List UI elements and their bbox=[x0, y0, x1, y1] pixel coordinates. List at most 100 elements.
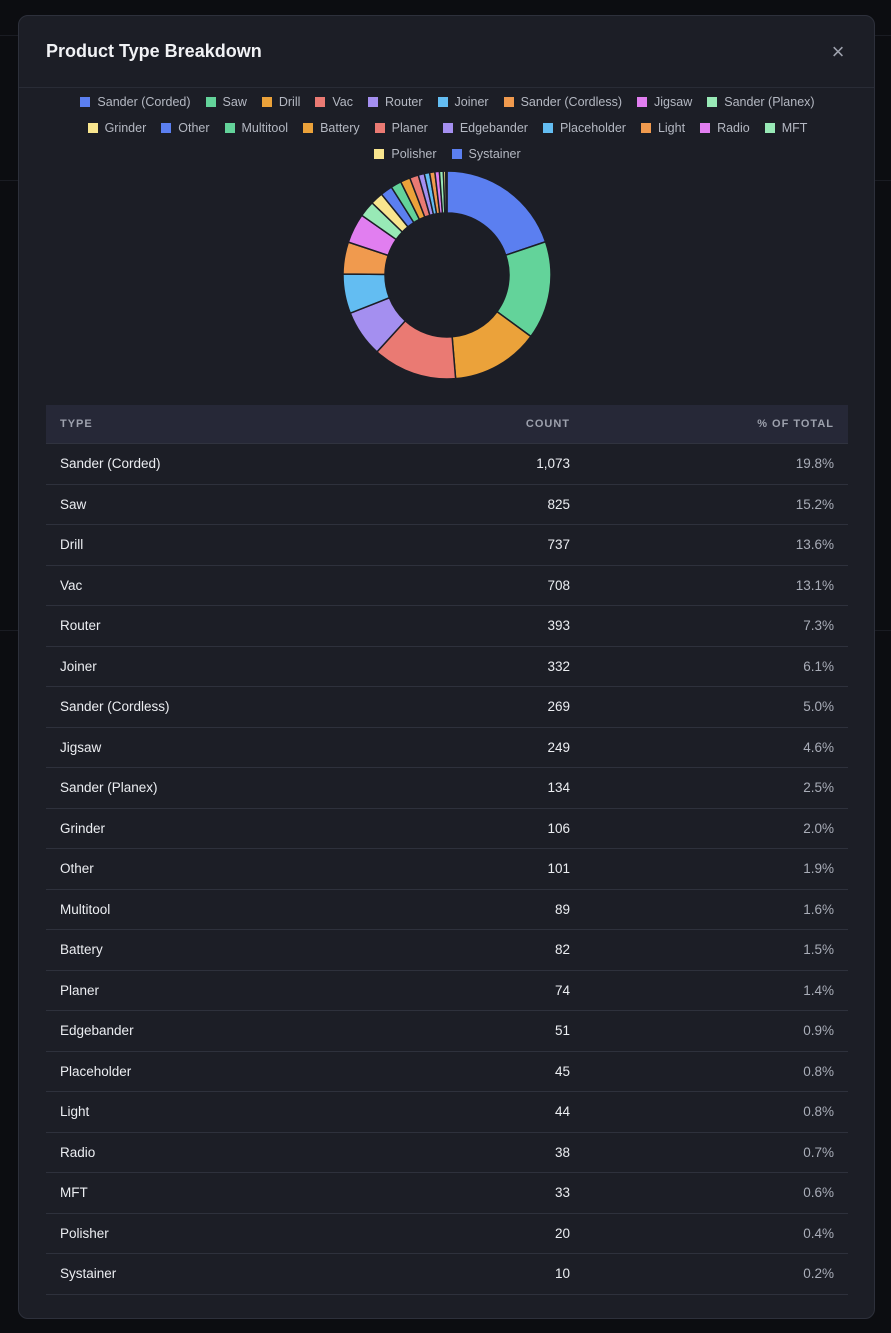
percent-cell: 0.2% bbox=[584, 1253, 848, 1295]
count-cell: 269 bbox=[416, 686, 584, 728]
legend-swatch bbox=[542, 123, 553, 133]
close-button[interactable]: × bbox=[824, 38, 852, 66]
legend-item[interactable]: Drill bbox=[261, 93, 301, 111]
table-header-row: TYPE COUNT % OF TOTAL bbox=[46, 405, 848, 444]
percent-cell: 1.9% bbox=[584, 848, 848, 890]
legend-item[interactable]: Jigsaw bbox=[637, 93, 692, 111]
donut-chart bbox=[341, 169, 553, 381]
legend-item[interactable]: Joiner bbox=[437, 93, 489, 111]
table-row: Edgebander 51 0.9% bbox=[46, 1010, 848, 1052]
legend-item[interactable]: Vac bbox=[315, 93, 353, 111]
legend-swatch bbox=[374, 149, 385, 159]
percent-cell: 13.1% bbox=[584, 565, 848, 606]
breakdown-table: TYPE COUNT % OF TOTAL Sander (Corded) 1,0… bbox=[46, 405, 848, 1295]
type-cell: Saw bbox=[46, 484, 416, 525]
legend-label: Saw bbox=[222, 95, 247, 109]
count-cell: 10 bbox=[416, 1253, 584, 1295]
legend-label: Light bbox=[657, 121, 686, 135]
legend-item[interactable]: Saw bbox=[205, 93, 247, 111]
type-cell: Jigsaw bbox=[46, 727, 416, 768]
type-cell: Joiner bbox=[46, 646, 416, 687]
modal-header: Product Type Breakdown × bbox=[19, 16, 874, 88]
legend-item[interactable]: Placeholder bbox=[542, 119, 626, 137]
table-row: Grinder 106 2.0% bbox=[46, 808, 848, 849]
count-cell: 134 bbox=[416, 767, 584, 809]
legend-item[interactable]: Polisher bbox=[374, 145, 437, 163]
legend-item[interactable]: Sander (Cordless) bbox=[503, 93, 623, 111]
legend-swatch bbox=[374, 123, 385, 133]
legend-swatch bbox=[261, 97, 272, 107]
legend-swatch bbox=[368, 97, 379, 107]
legend-item[interactable]: Multitool bbox=[224, 119, 289, 137]
legend-label: Edgebander bbox=[459, 121, 528, 135]
table-row: Battery 82 1.5% bbox=[46, 929, 848, 971]
count-cell: 393 bbox=[416, 605, 584, 647]
type-cell: Polisher bbox=[46, 1213, 416, 1254]
type-cell: Light bbox=[46, 1091, 416, 1133]
count-cell: 249 bbox=[416, 727, 584, 768]
column-header-count[interactable]: COUNT bbox=[416, 405, 584, 444]
percent-cell: 15.2% bbox=[584, 484, 848, 525]
percent-cell: 0.9% bbox=[584, 1010, 848, 1052]
legend-swatch bbox=[640, 123, 651, 133]
table-row: Drill 737 13.6% bbox=[46, 524, 848, 566]
table-row: Other 101 1.9% bbox=[46, 848, 848, 890]
legend-label: Systainer bbox=[468, 147, 521, 161]
count-cell: 20 bbox=[416, 1213, 584, 1254]
table-row: Radio 38 0.7% bbox=[46, 1132, 848, 1173]
percent-cell: 0.8% bbox=[584, 1051, 848, 1092]
legend-label: Joiner bbox=[454, 95, 489, 109]
column-header-type[interactable]: TYPE bbox=[46, 405, 416, 444]
legend-item[interactable]: Battery bbox=[303, 119, 360, 137]
donut-slice[interactable] bbox=[446, 170, 547, 257]
percent-cell: 4.6% bbox=[584, 727, 848, 768]
legend-item[interactable]: Light bbox=[640, 119, 686, 137]
legend-label: Radio bbox=[717, 121, 750, 135]
type-cell: Placeholder bbox=[46, 1051, 416, 1092]
breakdown-table-container: TYPE COUNT % OF TOTAL Sander (Corded) 1,0… bbox=[46, 405, 848, 1295]
legend-item[interactable]: Systainer bbox=[451, 145, 521, 163]
legend-label: Multitool bbox=[241, 121, 289, 135]
table-row: Saw 825 15.2% bbox=[46, 484, 848, 525]
legend-swatch bbox=[224, 123, 235, 133]
legend-label: Grinder bbox=[104, 121, 147, 135]
table-row: Systainer 10 0.2% bbox=[46, 1253, 848, 1295]
type-cell: Sander (Corded) bbox=[46, 443, 416, 485]
legend-swatch bbox=[700, 123, 711, 133]
count-cell: 101 bbox=[416, 848, 584, 890]
count-cell: 44 bbox=[416, 1091, 584, 1133]
type-cell: Drill bbox=[46, 524, 416, 566]
legend-item[interactable]: Sander (Planex) bbox=[707, 93, 815, 111]
legend-item[interactable]: Sander (Corded) bbox=[80, 93, 191, 111]
table-row: MFT 33 0.6% bbox=[46, 1172, 848, 1214]
legend-swatch bbox=[205, 97, 216, 107]
column-header-percent[interactable]: % OF TOTAL bbox=[584, 405, 848, 444]
percent-cell: 2.5% bbox=[584, 767, 848, 809]
legend-label: Planer bbox=[391, 121, 428, 135]
legend-label: Drill bbox=[278, 95, 301, 109]
table-body: Sander (Corded) 1,073 19.8% Saw 825 15.2% Dril… bbox=[46, 443, 848, 1295]
legend-label: Sander (Corded) bbox=[97, 95, 191, 109]
count-cell: 89 bbox=[416, 889, 584, 930]
chart-legend: Sander (Corded) Saw Drill Vac Router Joiner Sa… bbox=[59, 93, 836, 163]
donut-slice[interactable] bbox=[445, 170, 448, 214]
legend-item[interactable]: Planer bbox=[374, 119, 428, 137]
table-row: Sander (Planex) 134 2.5% bbox=[46, 767, 848, 809]
donut-chart-svg bbox=[342, 170, 552, 380]
count-cell: 74 bbox=[416, 970, 584, 1011]
table-row: Multitool 89 1.6% bbox=[46, 889, 848, 930]
percent-cell: 0.7% bbox=[584, 1132, 848, 1173]
legend-item[interactable]: Grinder bbox=[87, 119, 147, 137]
legend-item[interactable]: Router bbox=[368, 93, 423, 111]
legend-item[interactable]: Edgebander bbox=[442, 119, 528, 137]
legend-item[interactable]: MFT bbox=[764, 119, 807, 137]
type-cell: Sander (Cordless) bbox=[46, 686, 416, 728]
product-type-breakdown-modal: Product Type Breakdown × Sander (Corded)… bbox=[18, 15, 875, 1319]
legend-item[interactable]: Radio bbox=[700, 119, 750, 137]
close-icon: × bbox=[831, 39, 845, 64]
legend-label: Sander (Cordless) bbox=[520, 95, 623, 109]
table-row: Vac 708 13.1% bbox=[46, 565, 848, 606]
legend-swatch bbox=[451, 149, 462, 159]
legend-item[interactable]: Other bbox=[161, 119, 210, 137]
percent-cell: 5.0% bbox=[584, 686, 848, 728]
